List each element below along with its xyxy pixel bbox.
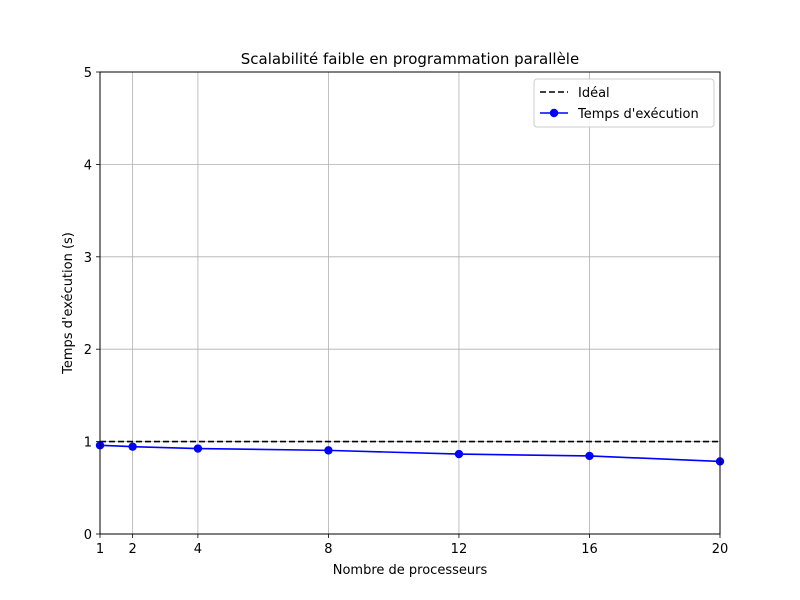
legend-label: Temps d'exécution xyxy=(577,107,699,122)
legend-marker xyxy=(549,108,559,118)
x-tick-label: 20 xyxy=(712,542,729,557)
series-layer xyxy=(95,440,725,466)
data-point xyxy=(324,446,333,455)
chart-title: Scalabilité faible en programmation para… xyxy=(241,50,579,68)
y-tick-label: 5 xyxy=(84,66,92,81)
y-tick-label: 3 xyxy=(84,251,92,266)
y-tick-label: 0 xyxy=(84,528,92,543)
legend-box xyxy=(533,78,715,128)
legend-label: Idéal xyxy=(578,86,610,101)
plot-frame xyxy=(99,71,721,535)
y-axis-label: Temps d'exécution (s) xyxy=(61,232,76,375)
data-point xyxy=(193,444,203,453)
x-tick-label: 12 xyxy=(451,542,468,557)
x-tick-label: 2 xyxy=(128,542,136,557)
data-point xyxy=(454,449,464,459)
data-point xyxy=(128,442,137,451)
y-tick-label: 4 xyxy=(84,158,92,173)
legend: Idéal Temps d'exécution xyxy=(533,78,715,128)
y-tick-label: 1 xyxy=(84,436,92,451)
data-point xyxy=(585,451,594,461)
x-tick-label: 4 xyxy=(194,542,202,557)
x-axis-label: Nombre de processeurs xyxy=(333,563,488,578)
x-tick-label: 16 xyxy=(581,542,598,557)
x-tick-label: 1 xyxy=(96,542,104,557)
x-tick-label: 8 xyxy=(324,542,332,557)
y-tick-label: 2 xyxy=(84,343,92,358)
